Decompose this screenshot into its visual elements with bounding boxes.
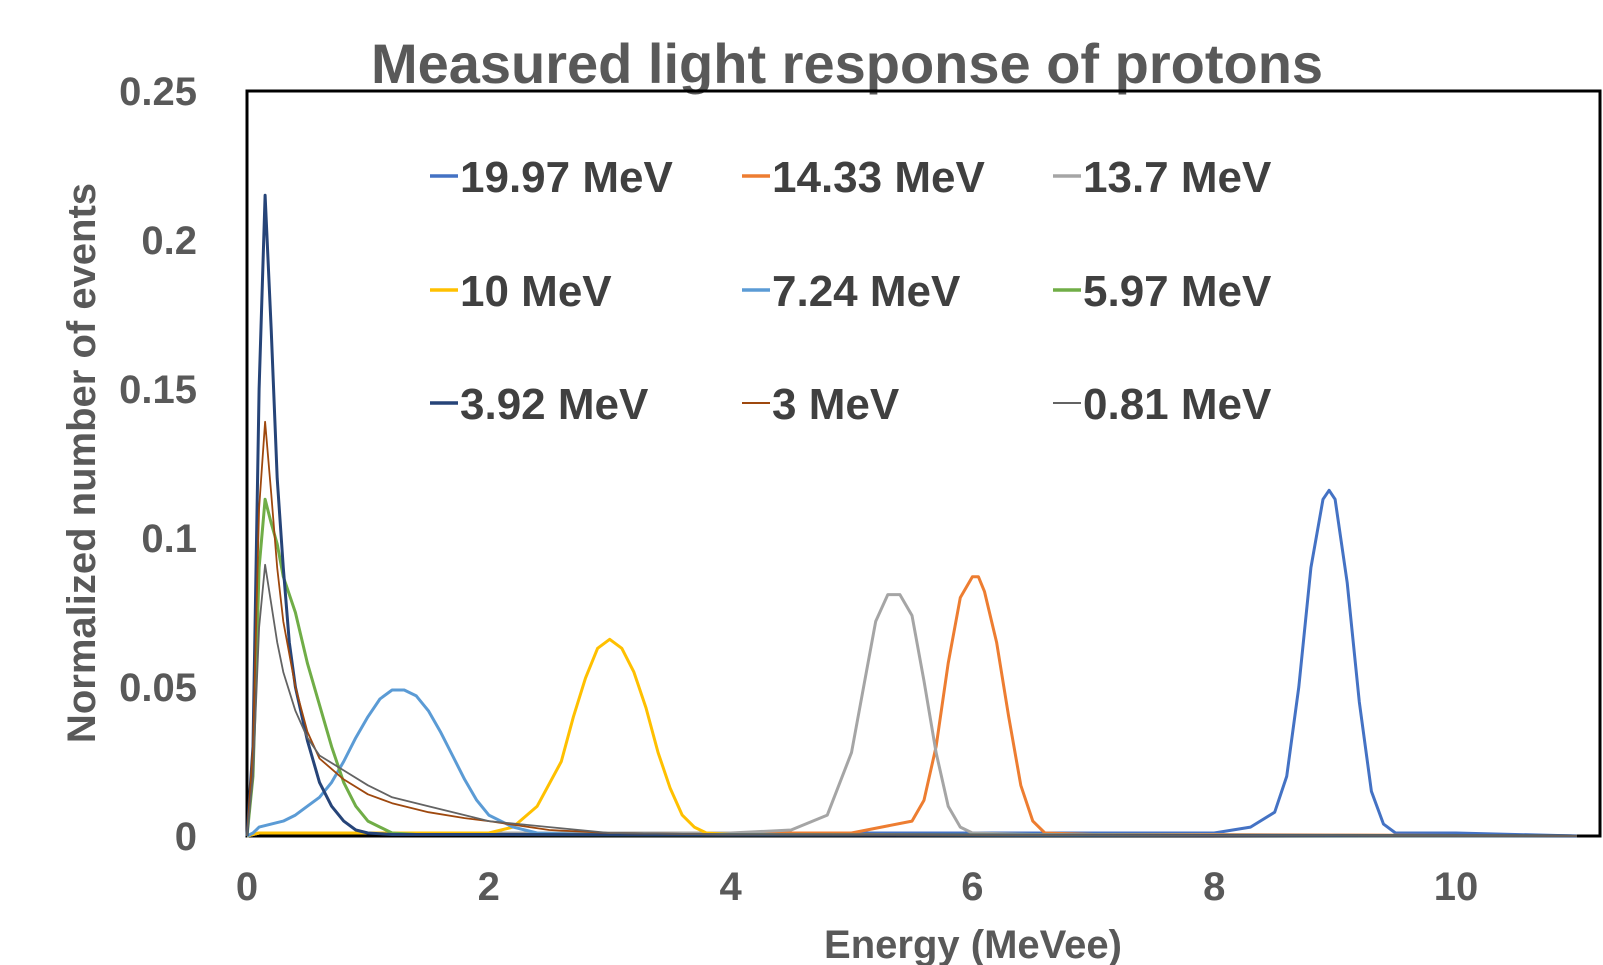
y-tick-label: 0.1 bbox=[141, 517, 197, 561]
series-line bbox=[246, 488, 1577, 838]
legend-label: 5.97 MeV bbox=[1083, 267, 1272, 316]
series-line bbox=[246, 563, 1577, 837]
legend-label: 19.97 MeV bbox=[460, 153, 673, 202]
legend-label: 3 MeV bbox=[772, 380, 900, 429]
y-tick-label: 0.05 bbox=[119, 666, 197, 710]
y-tick-label: 0.2 bbox=[141, 219, 197, 263]
y-tick-labels: 0 0.05 0.1 0.15 0.2 0.25 bbox=[119, 70, 197, 859]
series-line bbox=[246, 420, 1577, 837]
legend-label: 13.7 MeV bbox=[1083, 153, 1272, 202]
series-line bbox=[245, 193, 1577, 838]
x-tick-labels: 0 2 4 6 8 10 bbox=[236, 865, 1478, 909]
series-line bbox=[245, 497, 1577, 838]
y-tick-label: 0.15 bbox=[119, 368, 197, 412]
legend-label: 3.92 MeV bbox=[460, 380, 649, 429]
legend-label: 0.81 MeV bbox=[1083, 380, 1272, 429]
x-tick-label: 0 bbox=[236, 865, 258, 909]
legend-label: 7.24 MeV bbox=[772, 267, 961, 316]
x-axis-label: Energy (MeVee) bbox=[824, 923, 1122, 965]
chart-title: Measured light response of protons bbox=[371, 32, 1323, 95]
x-tick-label: 10 bbox=[1434, 865, 1479, 909]
legend-label: 10 MeV bbox=[460, 267, 612, 316]
y-tick-label: 0.25 bbox=[119, 70, 197, 114]
x-tick-label: 4 bbox=[719, 865, 742, 909]
x-tick-label: 6 bbox=[961, 865, 983, 909]
y-tick-label: 0 bbox=[175, 815, 197, 859]
series-lines bbox=[245, 193, 1577, 838]
legend: 19.97 MeV 14.33 MeV 13.7 MeV 10 MeV 7.24 MeV… bbox=[430, 153, 1272, 429]
x-tick-label: 8 bbox=[1203, 865, 1225, 909]
plot-area-frame bbox=[245, 89, 1602, 838]
series-line bbox=[246, 688, 1577, 838]
x-tick-label: 2 bbox=[478, 865, 500, 909]
series-line bbox=[246, 637, 1577, 838]
legend-label: 14.33 MeV bbox=[772, 153, 985, 202]
y-axis-label: Normalized number of events bbox=[60, 183, 104, 743]
series-line bbox=[246, 593, 1577, 838]
